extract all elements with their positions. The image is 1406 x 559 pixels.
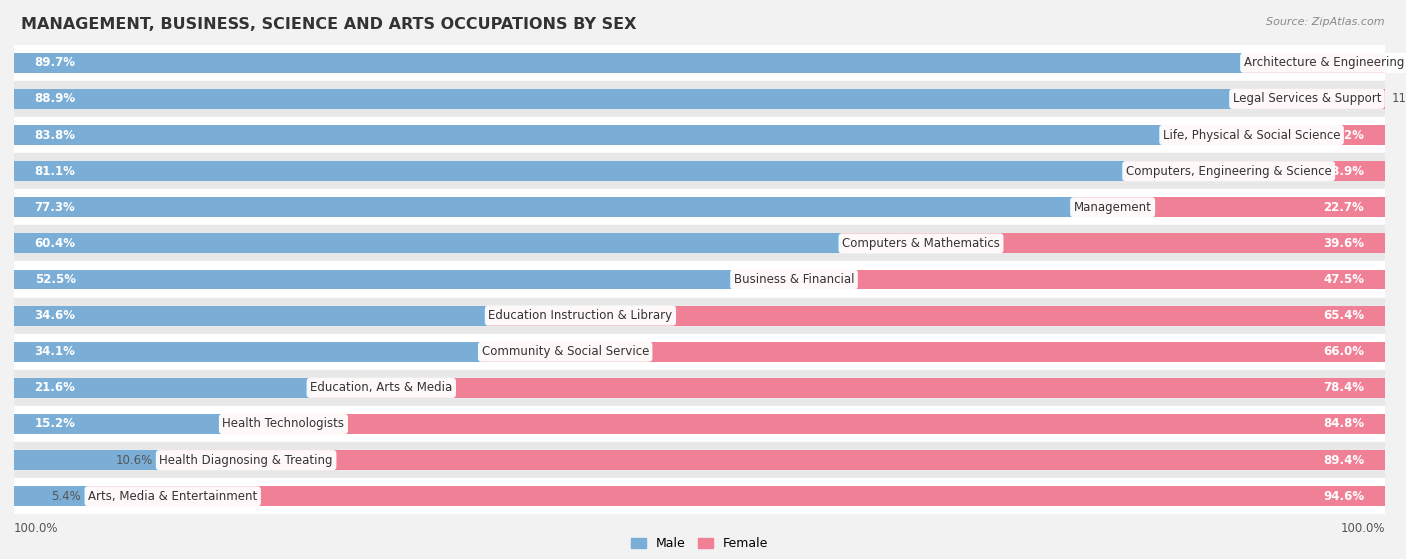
Bar xyxy=(14,486,89,506)
Bar xyxy=(14,297,1385,334)
Bar xyxy=(14,125,1163,145)
Bar xyxy=(842,234,1385,253)
Text: Architecture & Engineering: Architecture & Engineering xyxy=(1244,56,1405,69)
Text: 10.3%: 10.3% xyxy=(1392,56,1406,69)
Bar xyxy=(14,262,1385,297)
Bar xyxy=(1074,197,1385,217)
Bar xyxy=(14,269,734,290)
Bar xyxy=(159,450,1385,470)
Bar xyxy=(14,197,1074,217)
Text: 21.6%: 21.6% xyxy=(35,381,76,394)
Text: Health Diagnosing & Treating: Health Diagnosing & Treating xyxy=(159,453,333,467)
Bar xyxy=(14,117,1385,153)
Text: 84.8%: 84.8% xyxy=(1323,418,1364,430)
Bar xyxy=(481,342,1386,362)
Text: Management: Management xyxy=(1074,201,1152,214)
Bar xyxy=(14,153,1385,189)
Text: 22.7%: 22.7% xyxy=(1323,201,1364,214)
Text: 65.4%: 65.4% xyxy=(1323,309,1364,322)
Bar xyxy=(1126,161,1385,181)
Text: 88.9%: 88.9% xyxy=(35,92,76,106)
Bar xyxy=(14,45,1385,81)
Text: 83.8%: 83.8% xyxy=(35,129,76,141)
Text: Education, Arts & Media: Education, Arts & Media xyxy=(311,381,453,394)
Bar xyxy=(14,161,1126,181)
Text: 11.1%: 11.1% xyxy=(1392,92,1406,106)
Bar xyxy=(14,414,222,434)
Text: Source: ZipAtlas.com: Source: ZipAtlas.com xyxy=(1267,17,1385,27)
Legend: Male, Female: Male, Female xyxy=(631,537,768,550)
Text: 47.5%: 47.5% xyxy=(1323,273,1364,286)
Bar xyxy=(14,81,1385,117)
Text: 18.9%: 18.9% xyxy=(1323,165,1364,178)
Bar xyxy=(14,450,159,470)
Bar xyxy=(14,406,1385,442)
Bar xyxy=(734,269,1385,290)
Bar xyxy=(488,306,1385,325)
Bar xyxy=(14,442,1385,478)
Text: 100.0%: 100.0% xyxy=(14,522,59,535)
Text: 77.3%: 77.3% xyxy=(35,201,76,214)
Text: 89.4%: 89.4% xyxy=(1323,453,1364,467)
Text: 15.2%: 15.2% xyxy=(35,418,76,430)
Text: Legal Services & Support: Legal Services & Support xyxy=(1233,92,1381,106)
Text: Computers & Mathematics: Computers & Mathematics xyxy=(842,237,1000,250)
Text: 89.7%: 89.7% xyxy=(35,56,76,69)
Text: 16.2%: 16.2% xyxy=(1323,129,1364,141)
Bar xyxy=(1233,89,1385,109)
Text: Community & Social Service: Community & Social Service xyxy=(481,345,650,358)
Bar xyxy=(1163,125,1385,145)
Text: Business & Financial: Business & Financial xyxy=(734,273,855,286)
Bar xyxy=(14,189,1385,225)
Text: 52.5%: 52.5% xyxy=(35,273,76,286)
Text: 81.1%: 81.1% xyxy=(35,165,76,178)
Text: Health Technologists: Health Technologists xyxy=(222,418,344,430)
Bar xyxy=(14,334,1385,370)
Text: Life, Physical & Social Science: Life, Physical & Social Science xyxy=(1163,129,1340,141)
Bar xyxy=(14,478,1385,514)
Text: 94.6%: 94.6% xyxy=(1323,490,1364,503)
Text: 10.6%: 10.6% xyxy=(115,453,152,467)
Text: 5.4%: 5.4% xyxy=(52,490,82,503)
Bar xyxy=(14,342,481,362)
Bar xyxy=(14,378,311,398)
Text: Education Instruction & Library: Education Instruction & Library xyxy=(488,309,672,322)
Bar xyxy=(14,306,488,325)
Bar xyxy=(311,378,1385,398)
Bar xyxy=(14,234,842,253)
Bar xyxy=(14,225,1385,262)
Bar xyxy=(14,53,1244,73)
Bar xyxy=(14,89,1233,109)
Bar xyxy=(1244,53,1385,73)
Text: 34.6%: 34.6% xyxy=(35,309,76,322)
Text: 78.4%: 78.4% xyxy=(1323,381,1364,394)
Text: MANAGEMENT, BUSINESS, SCIENCE AND ARTS OCCUPATIONS BY SEX: MANAGEMENT, BUSINESS, SCIENCE AND ARTS O… xyxy=(21,17,637,32)
Bar xyxy=(222,414,1385,434)
Text: 66.0%: 66.0% xyxy=(1323,345,1364,358)
Bar xyxy=(14,370,1385,406)
Text: 60.4%: 60.4% xyxy=(35,237,76,250)
Bar xyxy=(89,486,1385,506)
Text: Computers, Engineering & Science: Computers, Engineering & Science xyxy=(1126,165,1331,178)
Text: 100.0%: 100.0% xyxy=(1340,522,1385,535)
Text: Arts, Media & Entertainment: Arts, Media & Entertainment xyxy=(89,490,257,503)
Text: 34.1%: 34.1% xyxy=(35,345,76,358)
Text: 39.6%: 39.6% xyxy=(1323,237,1364,250)
